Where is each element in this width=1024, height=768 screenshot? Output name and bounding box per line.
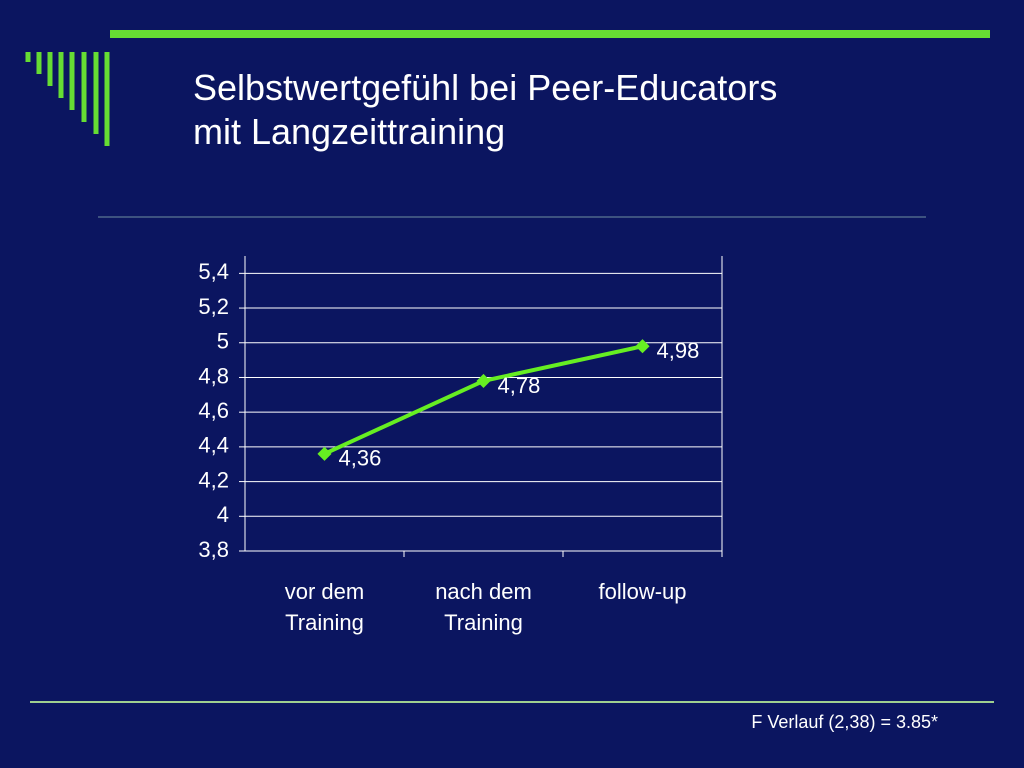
data-label: 4,78: [498, 373, 541, 398]
line: [323, 344, 643, 456]
marker: [317, 446, 332, 461]
marker: [635, 339, 650, 354]
chart-title: Selbstwertgefühl bei Peer-Educators mit …: [193, 67, 778, 152]
marker: [476, 373, 491, 389]
x-tick-label: follow-up: [598, 579, 686, 604]
x-tick-label: nach dem Training: [435, 579, 532, 635]
y-tick-label: 4,6: [198, 398, 229, 423]
stripes: [25, 52, 110, 146]
y-tick-label: 5,4: [198, 259, 229, 284]
y-tick-label: 4,4: [198, 433, 229, 458]
y-tick-label: 4,8: [198, 363, 229, 388]
y-tick-label: 4: [217, 502, 229, 527]
y-tick-label: 5: [217, 329, 229, 354]
data-label: 4,36: [339, 446, 382, 471]
x-tick-label: vor dem Training: [285, 579, 364, 635]
y-tick-label: 5,2: [198, 294, 229, 319]
top-bar: [110, 30, 990, 38]
annotation: F Verlauf (2,38) = 3.85*: [751, 712, 938, 732]
y-tick-label: 4,2: [198, 467, 229, 492]
data-label: 4,98: [657, 338, 700, 363]
y-tick-label: 3,8: [198, 537, 229, 562]
